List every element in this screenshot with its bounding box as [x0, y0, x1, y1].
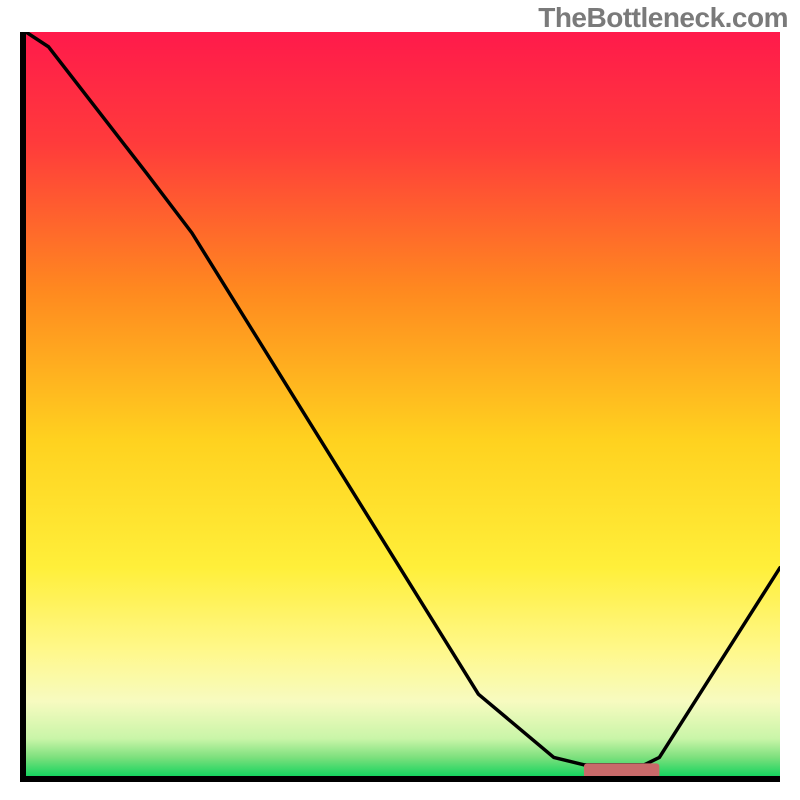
watermark-text: TheBottleneck.com: [538, 2, 788, 34]
chart-container: TheBottleneck.com: [0, 0, 800, 800]
sweet-spot-marker: [584, 763, 659, 776]
plot-svg: [26, 32, 780, 776]
plot-area: [20, 32, 780, 782]
gradient-background: [26, 32, 780, 776]
